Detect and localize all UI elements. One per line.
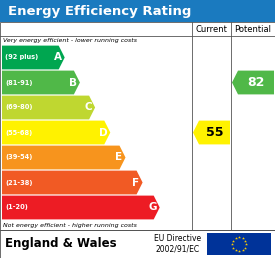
Text: Potential: Potential bbox=[235, 25, 271, 34]
Polygon shape bbox=[2, 46, 65, 69]
Text: Very energy efficient - lower running costs: Very energy efficient - lower running co… bbox=[3, 38, 137, 43]
Bar bbox=[0, 230, 275, 258]
Bar bbox=[0, 230, 275, 258]
Text: 55: 55 bbox=[206, 126, 223, 139]
Text: (92 plus): (92 plus) bbox=[5, 54, 38, 60]
Text: (39-54): (39-54) bbox=[5, 155, 32, 160]
Text: G: G bbox=[148, 203, 157, 213]
Text: (21-38): (21-38) bbox=[5, 180, 32, 186]
Text: D: D bbox=[99, 127, 108, 138]
Polygon shape bbox=[2, 120, 110, 144]
Text: (69-80): (69-80) bbox=[5, 104, 32, 110]
Text: EU Directive
2002/91/EC: EU Directive 2002/91/EC bbox=[155, 234, 202, 254]
Polygon shape bbox=[2, 146, 125, 170]
Text: Energy Efficiency Rating: Energy Efficiency Rating bbox=[8, 4, 191, 18]
Text: Not energy efficient - higher running costs: Not energy efficient - higher running co… bbox=[3, 223, 137, 228]
Text: 82: 82 bbox=[247, 76, 265, 89]
Bar bbox=[0, 22, 275, 230]
Bar bbox=[207, 233, 271, 255]
Polygon shape bbox=[232, 71, 274, 94]
Text: (1-20): (1-20) bbox=[5, 205, 28, 211]
Text: England & Wales: England & Wales bbox=[5, 238, 117, 251]
Polygon shape bbox=[2, 171, 143, 194]
Text: F: F bbox=[132, 178, 139, 188]
Bar bbox=[0, 0, 275, 22]
Polygon shape bbox=[193, 120, 230, 144]
Polygon shape bbox=[2, 196, 160, 219]
Text: C: C bbox=[84, 102, 92, 112]
Polygon shape bbox=[2, 71, 80, 94]
Text: E: E bbox=[115, 152, 122, 163]
Text: B: B bbox=[69, 77, 77, 87]
Text: (55-68): (55-68) bbox=[5, 130, 32, 135]
Text: Current: Current bbox=[196, 25, 227, 34]
Text: (81-91): (81-91) bbox=[5, 79, 32, 85]
Text: A: A bbox=[54, 52, 62, 62]
Polygon shape bbox=[2, 96, 95, 119]
